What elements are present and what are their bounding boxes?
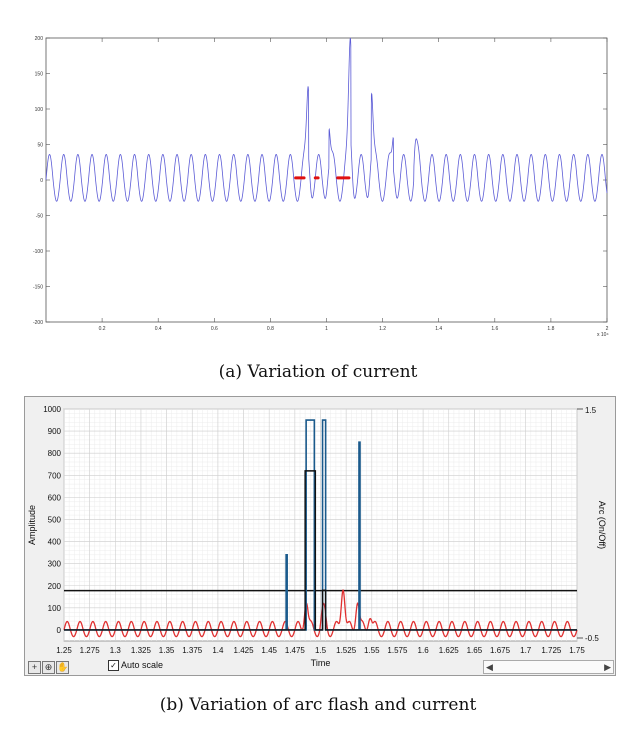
y-tick-label: 400 — [48, 538, 62, 547]
x-tick-label: 2 — [606, 326, 609, 332]
x-tick-label: 0.2 — [99, 326, 106, 332]
x-tick-label: 1 — [325, 326, 328, 332]
scroll-left-icon[interactable]: ◀ — [486, 662, 493, 672]
x-tick-label: 1.575 — [387, 646, 408, 655]
x-tick-label: 1.6 — [418, 646, 430, 655]
hand-tool-icon[interactable]: ✋ — [56, 661, 69, 674]
x-tick-label: 0.6 — [211, 326, 218, 332]
x-tick-label: 1.55 — [364, 646, 380, 655]
x-tick-label: 1.325 — [131, 646, 152, 655]
y-tick-label: 200 — [35, 36, 44, 42]
x-tick-label: 1.75 — [569, 646, 585, 655]
scroll-right-icon[interactable]: ▶ — [604, 662, 611, 672]
x-tick-label: 1.2 — [379, 326, 386, 332]
y-tick-label: -50 — [36, 214, 43, 220]
x-tick-label: 1.4 — [435, 326, 442, 332]
current-series-line — [63, 588, 578, 638]
x-tick-label: 1.35 — [159, 646, 175, 655]
x-tick-label: 1.375 — [182, 646, 203, 655]
x-tick-label: 0.4 — [155, 326, 162, 332]
y-tick-label: 600 — [48, 493, 62, 502]
y-tick-label: -200 — [33, 320, 43, 326]
x-tick-label: 1.525 — [336, 646, 357, 655]
pan-tool-icon[interactable]: + — [28, 661, 41, 674]
y-tick-label: -150 — [33, 285, 43, 291]
y-tick-label: 200 — [48, 582, 62, 591]
y-tick-label: 700 — [48, 471, 62, 480]
auto-scale-checkbox[interactable]: ✓ Auto scale — [108, 660, 164, 672]
y2-tick-label-bottom: -0.5 — [585, 634, 599, 643]
x-axis-label: Time — [311, 658, 331, 668]
y-tick-label: 800 — [48, 449, 62, 458]
x-tick-label: 1.4 — [212, 646, 224, 655]
plot-frame — [45, 37, 608, 323]
y-tick-label: 0 — [40, 178, 43, 184]
x-tick-label: 1.425 — [234, 646, 255, 655]
y-axis-label: Amplitude — [27, 505, 37, 545]
x-tick-label: 1.45 — [261, 646, 277, 655]
x-tick-label: 1.25 — [56, 646, 72, 655]
x-tick-label: 0.8 — [267, 326, 274, 332]
auto-scale-check[interactable]: ✓ — [108, 660, 119, 672]
x-tick-label: 1.275 — [80, 646, 101, 655]
auto-scale-label: Auto scale — [121, 660, 164, 670]
x-tick-label: 1.725 — [541, 646, 562, 655]
x-tick-label: 1.65 — [467, 646, 483, 655]
x-tick-label: 1.625 — [439, 646, 460, 655]
y-tick-label: 300 — [48, 560, 62, 569]
y-tick-label: 1000 — [43, 405, 61, 414]
caption-b: (b) Variation of arc flash and current — [159, 695, 477, 715]
y-tick-label: -100 — [33, 249, 43, 255]
x-tick-label: 1.675 — [490, 646, 511, 655]
caption-a: (a) Variation of current — [218, 362, 418, 382]
y-tick-label: 100 — [35, 107, 44, 113]
y-tick-label: 150 — [35, 72, 44, 78]
y2-tick-label-top: 1.5 — [585, 406, 597, 415]
y-tick-label: 500 — [48, 515, 62, 524]
y-tick-label: 50 — [37, 143, 43, 149]
x-tick-label: 1.7 — [520, 646, 532, 655]
x-tick-label: 1.5 — [315, 646, 327, 655]
x-tick-label: 1.8 — [547, 326, 554, 332]
arc-flash-panel: 1000 900 800 700 600 500 400 300 200 100 0 1.25 1.27… — [24, 396, 616, 676]
zoom-tool-icon[interactable]: ⊕ — [42, 661, 55, 674]
current-chart: 200 150 100 50 0 -50 -100 -150 -200 0.2 0.4 0.6 0.8 1… — [33, 36, 609, 338]
y-tick-label: 900 — [48, 427, 62, 436]
x-tick-label: 1.3 — [110, 646, 122, 655]
y2-axis-label: Arc (On/Off) — [597, 501, 607, 549]
x-multiplier-label: x 10⁴ — [597, 332, 609, 338]
y-tick-label: 100 — [48, 604, 62, 613]
y-tick-label: 0 — [57, 626, 62, 635]
time-scrollbar[interactable]: ◀ ▶ — [483, 660, 614, 674]
current-series-line — [45, 37, 608, 202]
x-tick-label: 1.6 — [491, 326, 498, 332]
x-tick-label: 1.475 — [285, 646, 306, 655]
arc-detect-series-line — [64, 470, 577, 631]
